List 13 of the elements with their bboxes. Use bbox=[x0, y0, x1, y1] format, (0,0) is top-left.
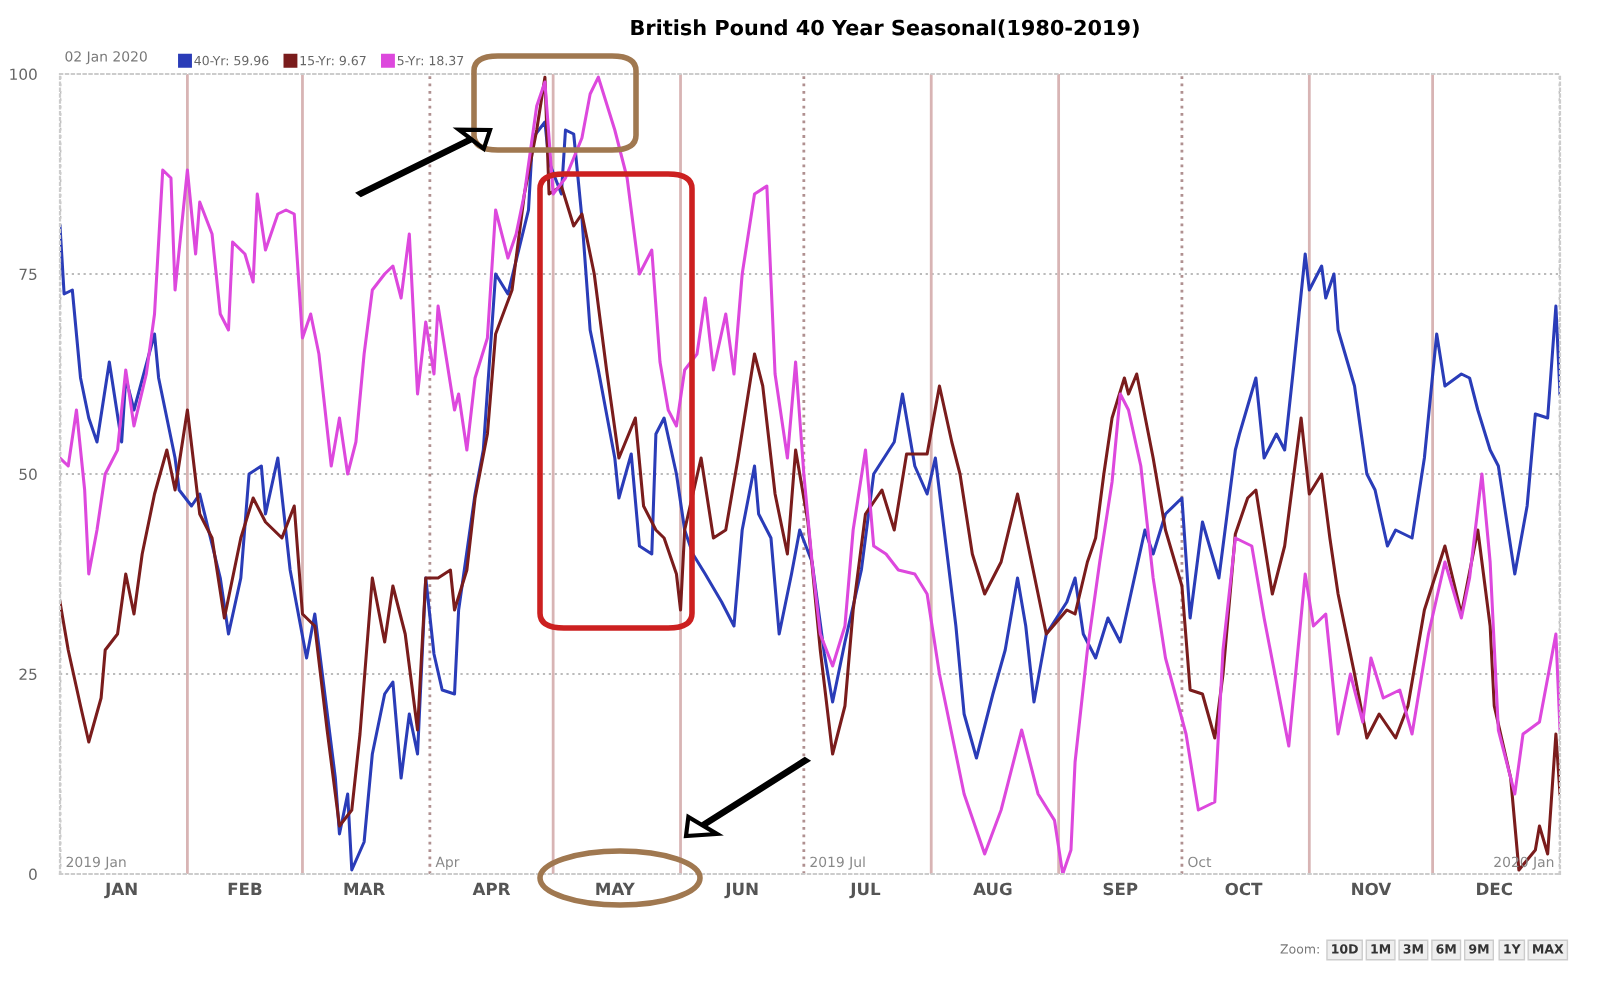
x-tick-label: MAR bbox=[344, 882, 385, 895]
x-tick-label: DEC bbox=[1477, 882, 1512, 896]
x-tick-label: MAY bbox=[596, 882, 635, 895]
x-tick-label: AUG bbox=[973, 882, 1012, 896]
x-tick-label: OCT bbox=[1225, 882, 1263, 896]
x-tick-label: NOV bbox=[1352, 882, 1392, 896]
x-tick-label: SEP bbox=[1103, 882, 1138, 896]
x-tick-label: FEB bbox=[228, 882, 262, 895]
x-tick-label: JUL bbox=[849, 882, 881, 899]
x-tick-label: APR bbox=[472, 882, 511, 895]
x-tick-label: JAN bbox=[104, 882, 137, 899]
x-tick-label: JUN bbox=[724, 882, 758, 899]
chart-title: British Pound 40 Year Seasonal(1980-2019) bbox=[631, 19, 1139, 38]
